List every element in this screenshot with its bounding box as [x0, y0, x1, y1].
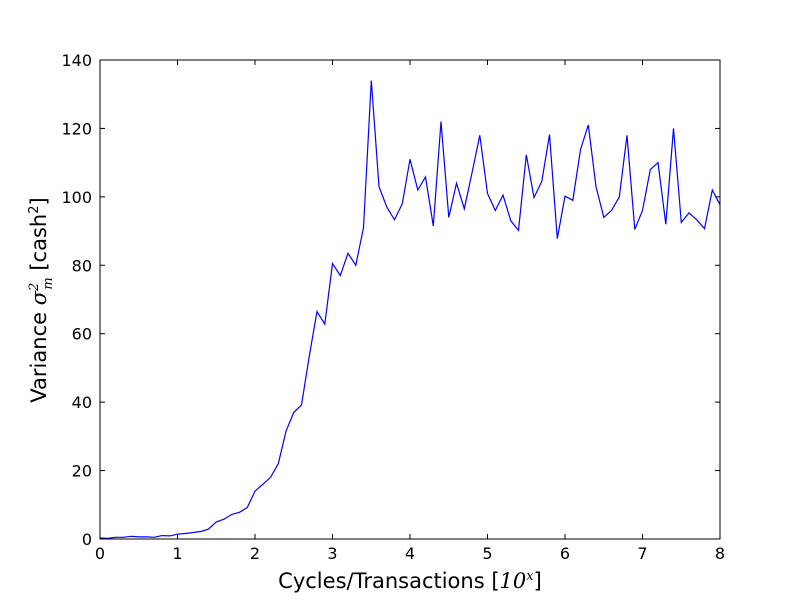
x-tick-label: 3 — [327, 544, 337, 563]
x-tick-label: 5 — [482, 544, 492, 563]
x-axis-label: Cycles/Transactions [10x] — [278, 569, 542, 593]
series-line — [99, 80, 721, 539]
x-tick-label: 1 — [172, 544, 182, 563]
plot-area — [100, 60, 720, 539]
y-tick-label: 0 — [82, 530, 92, 549]
x-tick-label: 8 — [715, 544, 725, 563]
y-tick-label: 120 — [61, 119, 92, 138]
x-tick-label: 0 — [95, 544, 105, 563]
y-tick-label: 40 — [72, 393, 92, 412]
y-tick-label: 20 — [72, 462, 92, 481]
y-axis-label: Variance σ2m [cash2] — [27, 197, 56, 402]
y-tick-label: 80 — [72, 256, 92, 275]
plot-frame — [99, 59, 721, 540]
x-tick-label: 4 — [405, 544, 415, 563]
x-tick-label: 7 — [637, 544, 647, 563]
y-tick-label: 100 — [61, 188, 92, 207]
y-tick-label: 140 — [61, 51, 92, 70]
x-tick-label: 6 — [560, 544, 570, 563]
x-tick-label: 2 — [250, 544, 260, 563]
y-tick-label: 60 — [72, 325, 92, 344]
